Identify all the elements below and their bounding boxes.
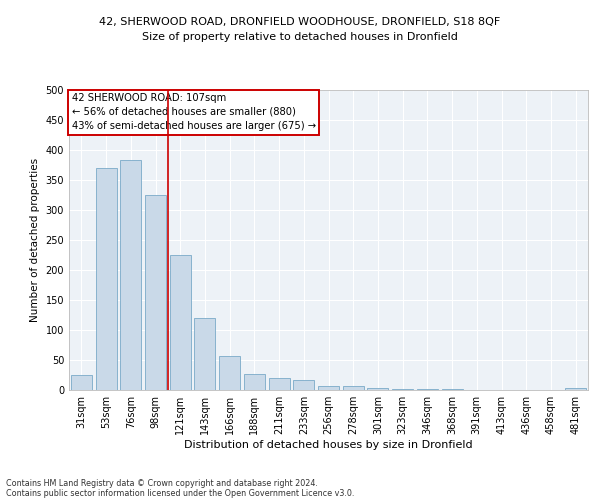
Bar [343,386,364,390]
Bar [565,388,586,390]
Bar [392,389,413,390]
Bar [170,255,191,390]
Bar [293,380,314,390]
Text: Size of property relative to detached houses in Dronfield: Size of property relative to detached ho… [142,32,458,42]
Text: 42 SHERWOOD ROAD: 107sqm
← 56% of detached houses are smaller (880)
43% of semi-: 42 SHERWOOD ROAD: 107sqm ← 56% of detach… [71,93,316,131]
Bar [318,386,339,390]
Bar [95,168,116,390]
Bar [219,356,240,390]
Bar [71,375,92,390]
Text: Contains public sector information licensed under the Open Government Licence v3: Contains public sector information licen… [6,488,355,498]
Y-axis label: Number of detached properties: Number of detached properties [30,158,40,322]
X-axis label: Distribution of detached houses by size in Dronfield: Distribution of detached houses by size … [184,440,473,450]
Bar [194,318,215,390]
Bar [367,388,388,390]
Text: Contains HM Land Registry data © Crown copyright and database right 2024.: Contains HM Land Registry data © Crown c… [6,478,318,488]
Text: 42, SHERWOOD ROAD, DRONFIELD WOODHOUSE, DRONFIELD, S18 8QF: 42, SHERWOOD ROAD, DRONFIELD WOODHOUSE, … [100,18,500,28]
Bar [269,378,290,390]
Bar [145,195,166,390]
Bar [244,374,265,390]
Bar [120,160,141,390]
